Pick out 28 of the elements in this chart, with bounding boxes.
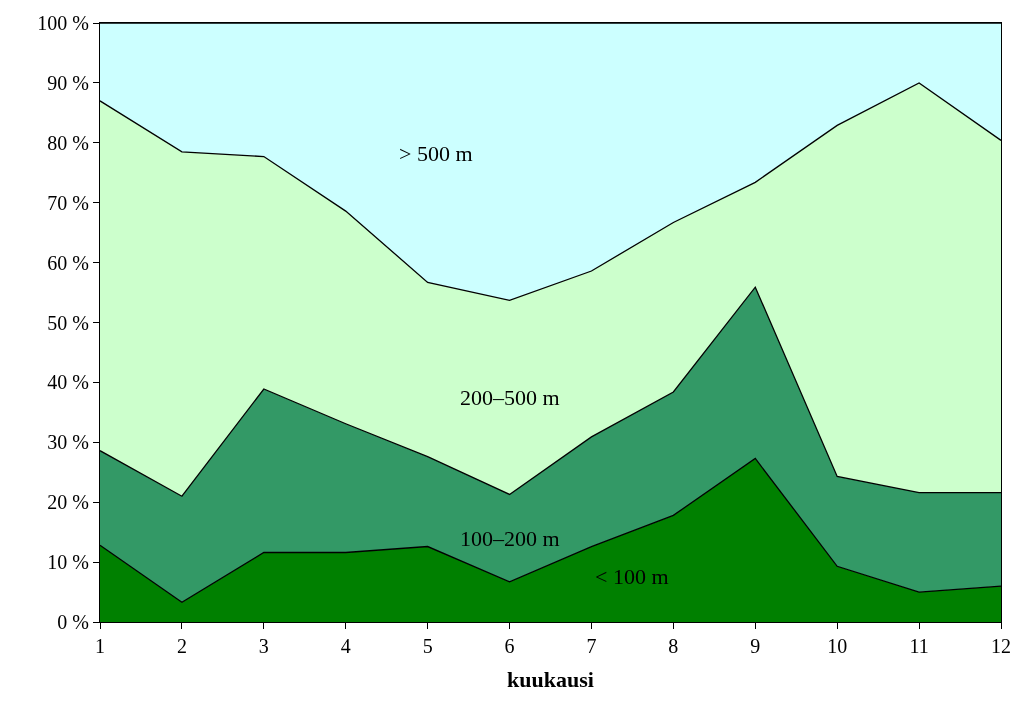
series-label: > 500 m	[399, 141, 473, 166]
x-tick-label: 6	[504, 635, 515, 658]
x-axis-title: kuukausi	[507, 667, 594, 693]
x-tick-label: 1	[95, 635, 105, 658]
y-tick-label: 60 %	[47, 251, 89, 274]
series-label: 200–500 m	[460, 385, 560, 410]
x-tick-label: 5	[422, 635, 433, 658]
y-tick-label: 40 %	[47, 371, 89, 394]
y-tick-label: 90 %	[47, 71, 89, 94]
x-tick-label: 12	[991, 635, 1011, 658]
x-tick-label: 2	[176, 635, 187, 658]
x-tick-label: 3	[258, 635, 269, 658]
x-tick-label: 8	[668, 635, 679, 658]
x-tick-label: 4	[340, 635, 351, 658]
y-tick-label: 80 %	[47, 131, 89, 154]
y-tick-label: 20 %	[47, 491, 89, 514]
x-tick-label: 7	[586, 635, 597, 658]
x-tick-label: 9	[750, 635, 761, 658]
y-tick-label: 30 %	[47, 431, 89, 454]
y-tick-label: 0 %	[57, 611, 89, 633]
series-label: 100–200 m	[460, 526, 560, 551]
y-tick-label: 100 %	[37, 12, 89, 34]
y-tick-label: 50 %	[47, 311, 89, 334]
series-label: < 100 m	[595, 564, 669, 589]
y-tick-label: 70 %	[47, 191, 89, 214]
x-tick-label: 10	[827, 635, 848, 658]
x-tick-label: 11	[909, 635, 929, 658]
y-tick-label: 10 %	[47, 551, 89, 574]
